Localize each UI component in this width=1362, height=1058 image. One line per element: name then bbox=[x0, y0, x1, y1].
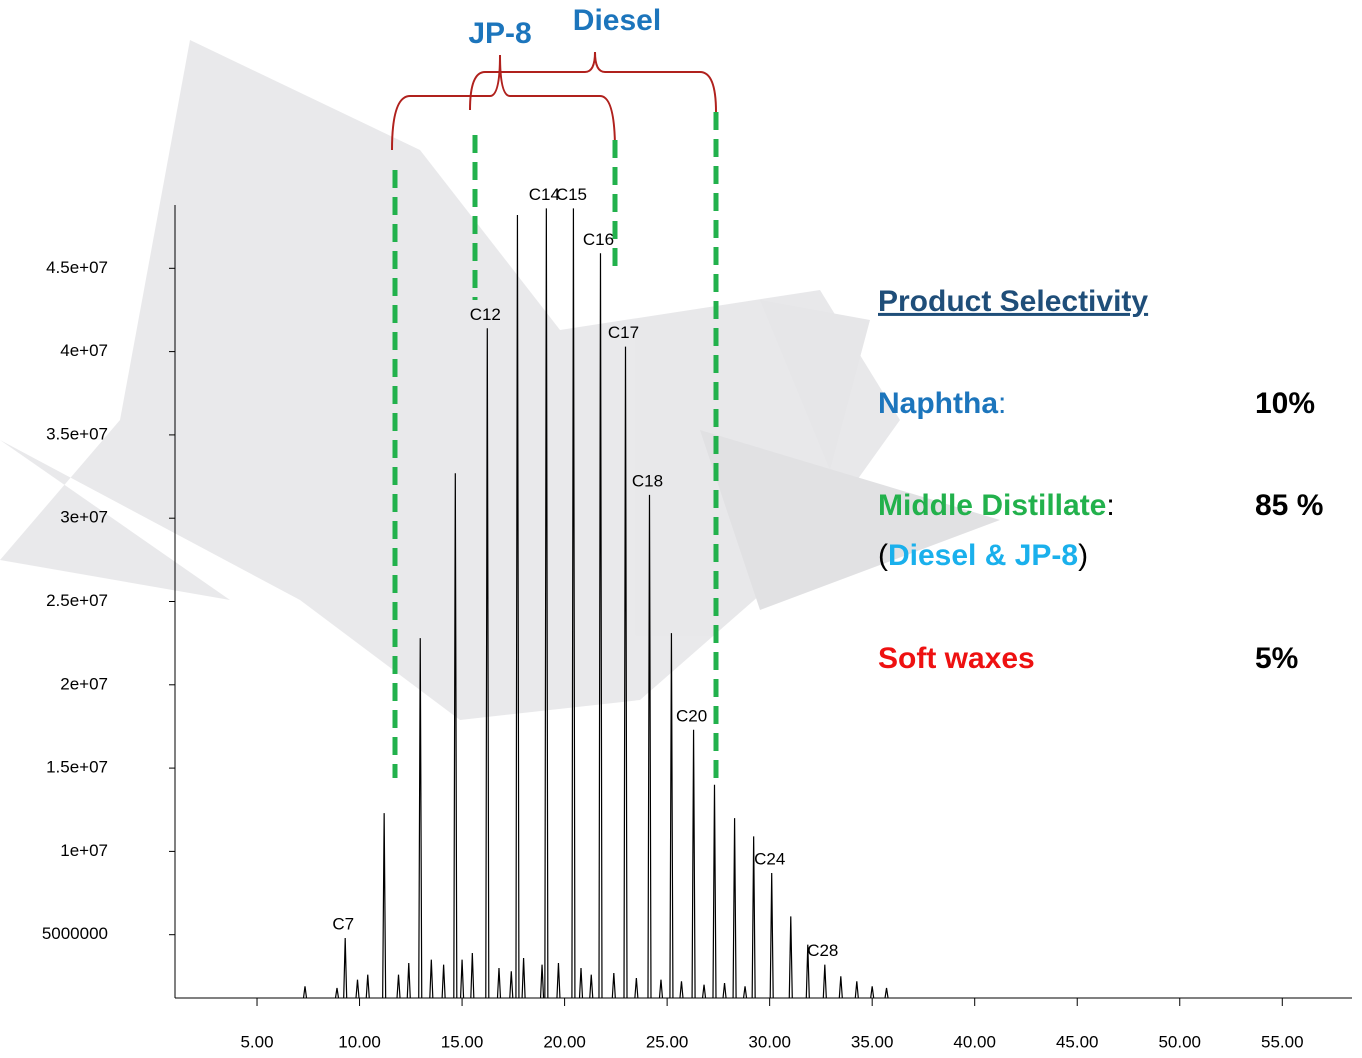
peak bbox=[344, 938, 347, 998]
peak bbox=[366, 975, 369, 998]
x-tick-label: 25.00 bbox=[646, 1032, 689, 1051]
peak bbox=[703, 985, 706, 998]
peak bbox=[497, 968, 500, 998]
peak bbox=[335, 988, 338, 998]
peak bbox=[430, 960, 433, 998]
row-name: Soft waxes bbox=[878, 642, 1035, 675]
x-tick-label: 30.00 bbox=[748, 1032, 791, 1051]
peak bbox=[659, 980, 662, 998]
peak bbox=[692, 730, 695, 998]
peak bbox=[839, 976, 842, 998]
x-tick-label: 5.00 bbox=[240, 1032, 273, 1051]
peak bbox=[383, 813, 386, 998]
row-name: Middle Distillate bbox=[878, 489, 1106, 522]
row-name: Naphtha bbox=[878, 387, 998, 420]
paren: ( bbox=[878, 539, 888, 572]
background-jet bbox=[0, 40, 1000, 720]
y-tick-label: 3.5e+07 bbox=[46, 424, 108, 443]
peak bbox=[744, 986, 747, 998]
peak bbox=[580, 968, 583, 998]
peak bbox=[885, 988, 888, 998]
peak bbox=[461, 960, 464, 998]
y-tick-label: 2e+07 bbox=[60, 674, 108, 693]
peak bbox=[855, 981, 858, 998]
jet-shape bbox=[0, 40, 900, 720]
page: JP-8 Diesel Product Selectivity Naphtha:… bbox=[0, 0, 1362, 1058]
y-tick-label: 5000000 bbox=[42, 924, 108, 943]
x-tick-label: 45.00 bbox=[1056, 1032, 1099, 1051]
y-tick-label: 2.5e+07 bbox=[46, 591, 108, 610]
peak bbox=[510, 971, 513, 998]
peak-label: C12 bbox=[470, 305, 501, 324]
peak bbox=[871, 986, 874, 998]
peak bbox=[789, 916, 792, 998]
panel-title: Product Selectivity bbox=[878, 285, 1148, 318]
peak bbox=[419, 638, 422, 998]
peak bbox=[557, 963, 560, 998]
peak bbox=[635, 978, 638, 998]
x-tick-label: 10.00 bbox=[338, 1032, 381, 1051]
note-text: Diesel & JP-8 bbox=[888, 539, 1078, 572]
paren: ) bbox=[1078, 539, 1088, 572]
jp8-bracket bbox=[392, 55, 615, 150]
peak bbox=[407, 963, 410, 998]
peak-label: C7 bbox=[332, 915, 354, 934]
peak-label: C15 bbox=[556, 185, 587, 204]
peak bbox=[304, 986, 307, 998]
peak-label: C28 bbox=[807, 941, 838, 960]
x-tick-label: 35.00 bbox=[851, 1032, 894, 1051]
y-tick-label: 1e+07 bbox=[60, 841, 108, 860]
peak bbox=[733, 818, 736, 998]
peak bbox=[823, 965, 826, 998]
peak bbox=[612, 973, 615, 998]
peak-label: C20 bbox=[676, 706, 707, 725]
brackets bbox=[392, 52, 716, 150]
row: Naphtha: bbox=[878, 387, 1006, 420]
x-tick-label: 15.00 bbox=[441, 1032, 484, 1051]
x-tick-label: 55.00 bbox=[1261, 1032, 1304, 1051]
y-tick-label: 3e+07 bbox=[60, 508, 108, 527]
peak-label: C18 bbox=[632, 471, 663, 490]
peak bbox=[590, 975, 593, 998]
peak bbox=[713, 785, 716, 998]
row-value: 10% bbox=[1255, 387, 1315, 420]
x-tick-label: 40.00 bbox=[953, 1032, 996, 1051]
x-tick-label: 20.00 bbox=[543, 1032, 586, 1051]
peak bbox=[522, 958, 525, 998]
peak bbox=[541, 965, 544, 998]
chart: JP-8 Diesel Product Selectivity Naphtha:… bbox=[0, 0, 1362, 1058]
peak-label: C17 bbox=[608, 323, 639, 342]
y-tick-label: 1.5e+07 bbox=[46, 758, 108, 777]
row-value: 5% bbox=[1255, 642, 1298, 675]
peak bbox=[770, 873, 773, 998]
row: Middle Distillate: bbox=[878, 489, 1115, 522]
annotation: JP-8 bbox=[468, 17, 531, 50]
peak bbox=[723, 983, 726, 998]
y-tick-label: 4.5e+07 bbox=[46, 258, 108, 277]
y-tick-label: 4e+07 bbox=[60, 341, 108, 360]
peak bbox=[442, 965, 445, 998]
peak-label: C24 bbox=[754, 850, 785, 869]
row-sep: : bbox=[998, 387, 1006, 420]
row-value: 85 % bbox=[1255, 489, 1323, 522]
peak bbox=[397, 975, 400, 998]
annotation: Diesel bbox=[573, 4, 661, 37]
peak bbox=[356, 980, 359, 998]
x-tick-label: 50.00 bbox=[1158, 1032, 1201, 1051]
peak-label: C16 bbox=[583, 230, 614, 249]
row-note: (Diesel & JP-8) bbox=[878, 539, 1088, 572]
peak bbox=[680, 981, 683, 998]
peak bbox=[670, 633, 673, 998]
row-sep: : bbox=[1106, 489, 1114, 522]
peak bbox=[471, 953, 474, 998]
diesel-bracket bbox=[470, 52, 716, 112]
